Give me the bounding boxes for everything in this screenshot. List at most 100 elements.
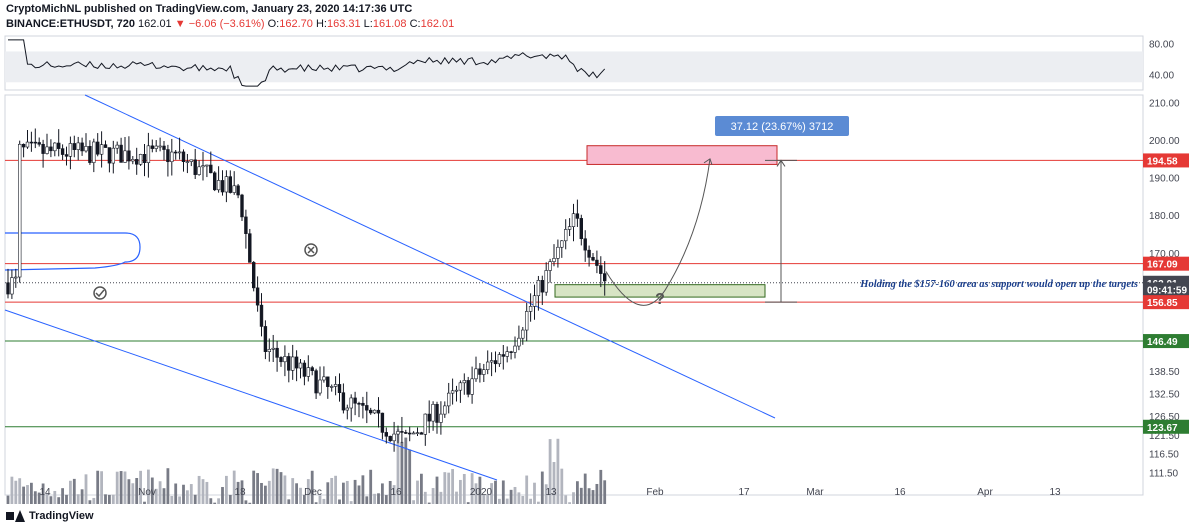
volume-bar [170,496,174,504]
volume-bar [174,483,178,504]
x-tick-label: Apr [977,487,993,498]
candle-body [96,141,100,155]
chart-axes: 14 Nov 18 Dec 16 2020 13 Feb 17 Mar 16 Apr 13 111.50 1… [39,40,1180,498]
volume-bar [330,477,334,504]
candle-body [56,142,61,149]
candle-body [119,144,123,163]
candle-body [287,356,291,371]
x-tick-label: 16 [390,487,402,498]
volume-bar [213,502,217,504]
volume-bar [61,488,64,504]
volume-bar [147,469,150,504]
candle-body [232,185,236,193]
tradingview-brand: TradingView [29,510,94,522]
tradingview-logo-icon [6,510,25,522]
close-value: 162.01 [420,18,455,30]
rsi-tick-label: 80.00 [1149,40,1174,51]
candle-body [181,151,186,163]
volume-bar [96,470,100,504]
candle-body [560,240,564,248]
volume-bar [72,478,76,504]
candle-body [84,146,88,152]
cross-circle-icon [304,243,318,257]
candle-body [150,145,154,149]
candle-body [548,261,552,271]
volume-bar [310,470,314,504]
candle-body [193,159,197,175]
volume-bar [275,468,279,504]
candle-body [6,282,10,295]
candle-body [345,407,349,411]
candle-body [255,287,260,306]
candle-body [244,216,248,234]
candle-body [427,413,431,422]
volume-bar [291,478,295,504]
candle-body [41,143,45,154]
candle-body [513,345,517,353]
volume-bar [314,502,318,504]
volume-bar [326,482,330,504]
volume-bar [474,483,478,504]
volume-bar [338,499,341,504]
candle-body [99,144,104,155]
candle-body [458,382,463,391]
check-icon [95,289,105,298]
symbol-label: BINANCE:ETHUSDT, 720 [6,18,135,30]
candle-body [439,413,443,423]
candle-body [142,154,147,163]
candle-body [544,270,548,293]
y-tick-label: 126.50 [1149,412,1180,423]
price-label-box [1143,282,1189,297]
candle-body [60,148,65,155]
cross-icon [307,246,315,254]
volume-bar [498,498,501,504]
descending-trendline-lower [4,309,498,481]
candle-body [415,432,420,434]
candle-body [14,276,18,279]
volume-bar [381,483,384,504]
low-value: 161.08 [372,18,407,30]
volume-bar [396,429,400,504]
volume-bar [568,502,571,504]
volume-bar [123,471,127,504]
volume-bar [416,480,419,504]
candle-body [45,146,49,154]
volume-bar [544,484,548,504]
volume-bar [6,495,10,504]
candle-body [466,380,470,395]
candle-body [372,409,377,414]
volume-bar [486,494,490,504]
candle-body [10,277,14,295]
volume-bar [256,473,259,504]
volume-bar [92,497,96,504]
price-label-box [1143,256,1189,271]
volume-bar [439,491,443,504]
volume-bar [560,468,564,504]
volume-bar [228,494,232,504]
volume-bar [186,490,189,504]
volume-bar [470,473,474,504]
candle-body [563,229,568,242]
x-tick-label: 14 [39,487,51,498]
candle-body [322,376,326,381]
candle-body [587,249,591,258]
volume-bar [166,468,170,504]
y-tick-label: 190.00 [1149,174,1180,185]
volume-bar [244,500,248,504]
candle-body [376,409,381,414]
candle-body [166,149,170,163]
volume-bar [108,494,111,504]
candle-body [64,154,69,157]
volume-bar [501,480,505,504]
chart-drawings[interactable]: 37.12 (23.67%) 3712 Holding the $157-160 … [4,94,1138,481]
candle-body [290,356,295,371]
candle-body [263,326,268,352]
candle-body [302,362,307,377]
price-chart[interactable]: 37.12 (23.67%) 3712 Holding the $157-160 … [0,34,1200,504]
candle-body [524,311,529,331]
volume-bar [540,471,544,504]
volume-bar [88,500,92,504]
volume-bar [377,493,380,504]
candle-body [135,159,139,165]
candle-body [407,432,412,435]
